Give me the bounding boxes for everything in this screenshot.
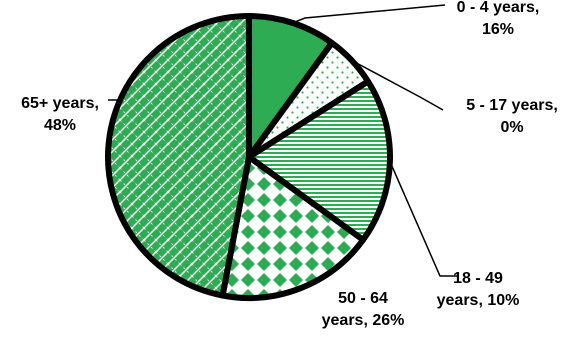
slice-label-3: 18 - 49 years, 10%: [437, 270, 520, 309]
slice-label-line: 50 - 64: [338, 290, 388, 307]
leader-line-5: [107, 99, 119, 144]
leader-line-1: [292, 4, 446, 24]
slice-label-line: 0 - 4 years,: [457, 0, 540, 16]
slice-label-1: 0 - 4 years, 16%: [457, 0, 540, 38]
pie-slice-5: [105, 13, 252, 299]
slice-label-line: years, 26%: [322, 312, 405, 329]
leader-line-2: [351, 59, 444, 111]
slice-label-2: 5 - 17 years, 0%: [466, 97, 558, 136]
leader-line-3: [389, 161, 458, 277]
slice-label-line: 48%: [44, 117, 76, 134]
slice-label-line: 0%: [500, 119, 523, 136]
slice-label-line: 65+ years,: [21, 95, 99, 112]
slice-label-5: 65+ years, 48%: [21, 95, 99, 134]
slice-label-line: years, 10%: [437, 292, 520, 309]
slice-label-line: 18 - 49: [453, 270, 503, 287]
slice-label-line: 5 - 17 years,: [466, 97, 558, 114]
slice-label-line: 16%: [482, 21, 514, 38]
pie-slice-4: [219, 154, 367, 301]
slice-label-4: 50 - 64 years, 26%: [322, 290, 405, 329]
